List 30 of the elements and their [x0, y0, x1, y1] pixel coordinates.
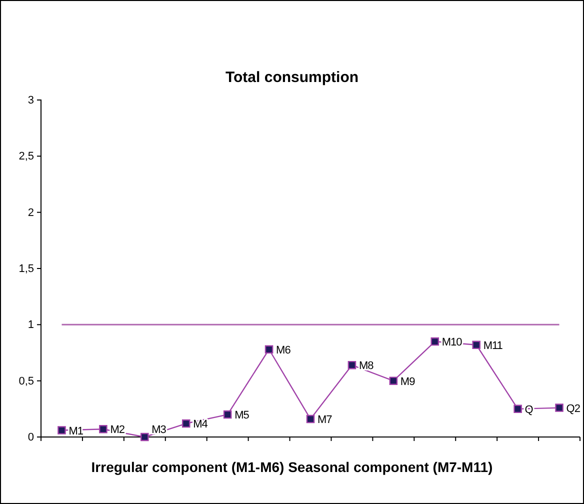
- point: [99, 425, 108, 434]
- point: [306, 414, 315, 424]
- point: [514, 404, 522, 414]
- x-tick-label: M11: [483, 340, 503, 352]
- point: [223, 410, 232, 419]
- point: [555, 404, 564, 412]
- y-tick-label: 3: [28, 94, 34, 107]
- x-axis-title: Irregular component (M1-M6) Seasonal component (M7-M11): [91, 459, 493, 475]
- x-tick-label: M5: [234, 410, 250, 422]
- y-tick-label: 1,5: [18, 263, 34, 276]
- y-tick-label: 0: [28, 432, 34, 444]
- x-tick-label: M7: [318, 414, 332, 426]
- y-tick-label: 2,5: [18, 150, 34, 163]
- x-tick-label: M6: [276, 344, 291, 356]
- y-tick-label: 2: [28, 206, 34, 219]
- point: [472, 340, 480, 350]
- x-tick-label: M8: [358, 360, 374, 372]
- x-tick-label: M4: [193, 418, 208, 431]
- x-tick-label: M9: [400, 376, 416, 388]
- point: [182, 419, 190, 428]
- point: [430, 337, 440, 346]
- point: [348, 360, 356, 370]
- point: [140, 432, 149, 442]
- x-tick-label: Q2: [566, 402, 580, 415]
- point: [264, 345, 274, 354]
- y-tick-label: 1: [28, 319, 34, 332]
- chart-title: Total consumption: [225, 69, 359, 86]
- y-tick-label: 0,5: [18, 375, 34, 388]
- point: [389, 376, 398, 385]
- point: [58, 426, 66, 434]
